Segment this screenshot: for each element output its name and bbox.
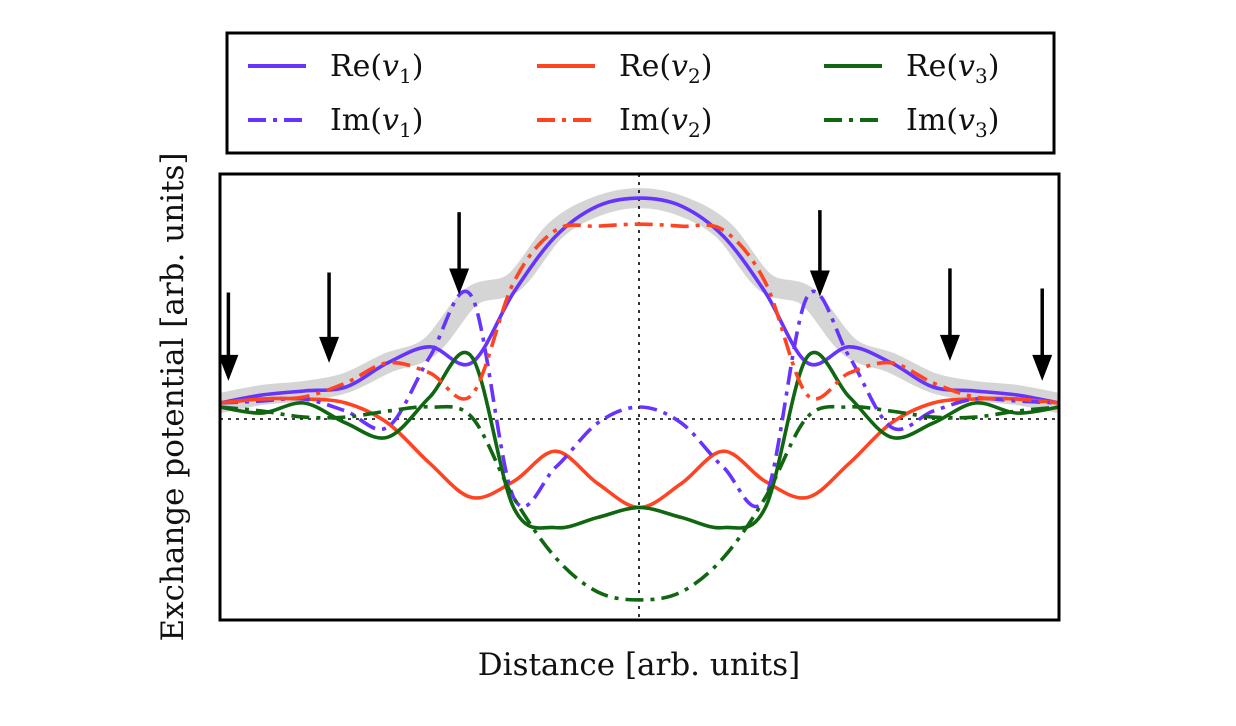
arrow-6 xyxy=(1032,288,1053,381)
arrow-1 xyxy=(218,292,239,381)
arrow-2 xyxy=(319,272,340,363)
legend-frame xyxy=(225,31,1056,155)
arrow-5 xyxy=(939,268,960,361)
series-line-im-v1 xyxy=(220,289,1059,509)
legend-label: Re(v1) xyxy=(330,49,423,88)
highlight-band xyxy=(220,188,1059,413)
series-line-re-v3 xyxy=(220,350,1059,530)
series-line-im-v3 xyxy=(220,404,1059,602)
arrow-head xyxy=(1032,354,1053,381)
legend-label: Re(v2) xyxy=(619,49,712,88)
arrow-head xyxy=(939,334,960,361)
arrow-3 xyxy=(449,212,470,295)
arrow-head xyxy=(319,336,340,363)
arrow-head xyxy=(218,354,239,381)
plot-frame xyxy=(218,172,1061,622)
x-axis-title: Distance [arb. units] xyxy=(478,647,800,683)
arrow-head xyxy=(809,270,830,297)
highlight-envelope xyxy=(220,188,1059,413)
arrow-4 xyxy=(809,210,830,297)
y-axis-title: Exchange potential [arb. units] xyxy=(155,152,191,641)
legend-entry-re-v1: Re(v1) xyxy=(248,49,423,88)
legend-entry-re-v2: Re(v2) xyxy=(537,49,712,88)
arrow-head xyxy=(449,268,470,295)
series-line-im-v2 xyxy=(220,222,1059,405)
plot-area xyxy=(218,172,1061,622)
legend: Re(v1) Re(v2) Re(v3)Im(v1) Im(v2) Im(v3) xyxy=(225,31,1056,155)
series-line-re-v1 xyxy=(220,196,1059,405)
